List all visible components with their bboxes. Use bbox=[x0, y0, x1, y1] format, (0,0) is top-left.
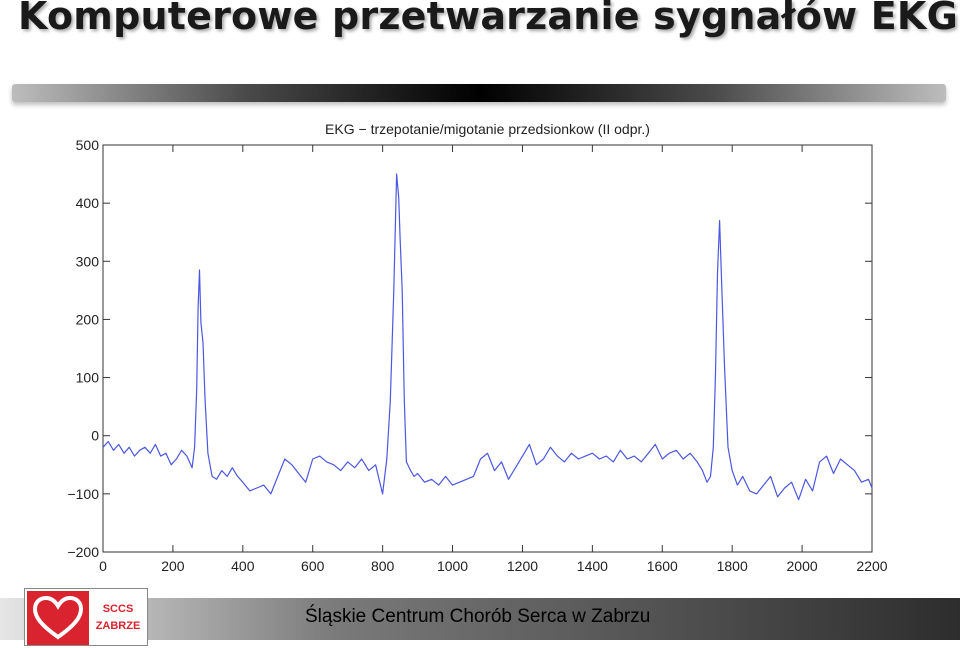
ekg-signal-line bbox=[102, 173, 873, 501]
title-divider-bar bbox=[12, 84, 946, 102]
plot-frame bbox=[102, 144, 873, 553]
y-tick-label: −100 bbox=[67, 486, 99, 502]
y-tick-label: 300 bbox=[76, 253, 100, 269]
x-tick-label: 2000 bbox=[787, 558, 818, 574]
y-tick-label: −200 bbox=[67, 544, 99, 560]
y-tick-label: 500 bbox=[76, 137, 100, 153]
logo-text: SCCS ZABRZE bbox=[91, 601, 145, 635]
x-tick-label: 1400 bbox=[577, 558, 608, 574]
footer-text: Śląskie Centrum Chorób Serca w Zabrzu bbox=[305, 606, 651, 627]
x-tick-label: 1800 bbox=[717, 558, 748, 574]
x-tick-label: 1000 bbox=[437, 558, 468, 574]
x-tick-label: 0 bbox=[99, 558, 107, 574]
sccs-logo: SCCS ZABRZE bbox=[24, 588, 148, 646]
x-tick-label: 800 bbox=[371, 558, 395, 574]
heart-logo-icon bbox=[27, 591, 89, 645]
y-tick-label: 100 bbox=[76, 370, 100, 386]
y-tick-label: 200 bbox=[76, 311, 100, 327]
logo-line-2: ZABRZE bbox=[95, 620, 141, 632]
logo-line-1: SCCS bbox=[102, 603, 134, 615]
x-tick-label: 2200 bbox=[856, 558, 887, 574]
ekg-chart: 0 200 400 600 800 1000 1200 1400 1600 1800 2000 220… bbox=[67, 121, 887, 574]
x-tick-label: 600 bbox=[301, 558, 325, 574]
y-tick-label: 0 bbox=[91, 428, 99, 444]
x-tick-label: 200 bbox=[161, 558, 185, 574]
x-tick-label: 400 bbox=[231, 558, 255, 574]
x-tick-label: 1600 bbox=[647, 558, 678, 574]
footer-bar bbox=[0, 598, 960, 640]
x-tick-label: 1200 bbox=[507, 558, 538, 574]
chart-title: EKG − trzepotanie/migotanie przedsionkow… bbox=[325, 121, 650, 137]
y-tick-label: 400 bbox=[76, 195, 100, 211]
slide-title: Komputerowe przetwarzanie sygnałów EKG bbox=[18, 0, 958, 38]
